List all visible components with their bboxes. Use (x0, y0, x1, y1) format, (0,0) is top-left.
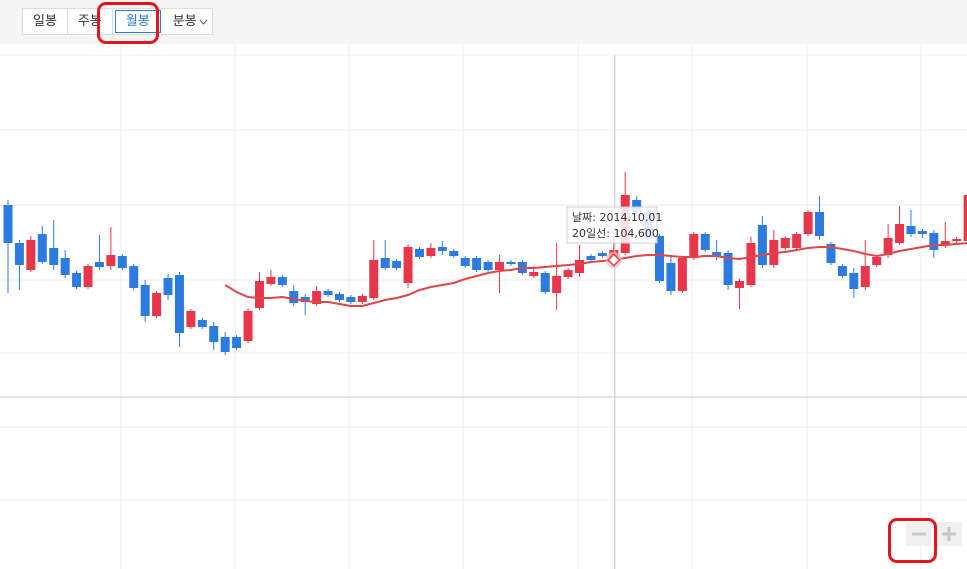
candle-body (632, 200, 642, 212)
candle-body (380, 258, 390, 268)
candle-body (575, 260, 584, 273)
candle-body (815, 212, 825, 236)
candle-body (872, 257, 882, 265)
ma20-line (224, 242, 967, 307)
grid (0, 44, 967, 569)
candle-body (209, 326, 219, 342)
dropdown-arrow (199, 19, 208, 25)
candle-body (266, 277, 276, 284)
candle-body (403, 247, 413, 283)
candle-body (26, 240, 36, 270)
candle-body (414, 249, 424, 257)
candle-body (677, 258, 687, 291)
candle-body (60, 258, 70, 275)
candle-body (906, 226, 916, 234)
candle-body (586, 256, 596, 260)
candle-body (552, 276, 562, 293)
candle-body (220, 337, 230, 352)
candle-body (3, 205, 13, 243)
tab-dropdown[interactable]: 분봉 (163, 9, 212, 34)
candle-body (735, 281, 745, 288)
tab[interactable]: 주봉 (68, 9, 113, 34)
candle-body (94, 262, 104, 267)
candle-body (929, 233, 939, 250)
candle-body (323, 291, 333, 295)
hover-point (607, 253, 621, 267)
candle-body (106, 255, 116, 266)
chart: 날짜: 2014.10.01 20일선: 104,600 (0, 44, 967, 569)
highlight-box (97, 2, 159, 44)
candle-body (300, 297, 310, 302)
candle-body (140, 285, 150, 316)
tab-selected[interactable]: 월봉 (114, 10, 161, 33)
candle-body (460, 258, 470, 266)
candle-body (334, 294, 344, 300)
tab[interactable]: 일봉 (23, 9, 68, 34)
candle-body (849, 273, 859, 289)
candle-body (197, 320, 207, 327)
zoom-controls (906, 522, 962, 546)
candle-body (243, 311, 253, 341)
candle-body (37, 234, 47, 262)
candle-body (837, 266, 847, 276)
period-tabs: 일봉 주봉 월봉 분봉 (22, 8, 213, 35)
candle-body (49, 248, 59, 265)
candle-body (254, 281, 264, 308)
candle-body (494, 262, 504, 270)
candle-body (277, 277, 287, 285)
candle-body (83, 266, 93, 287)
candle-body (700, 234, 710, 250)
candle-body (655, 236, 665, 281)
candle-body (792, 234, 802, 248)
candle-body (449, 251, 459, 256)
candle-body (14, 243, 24, 265)
candle-body (392, 261, 402, 268)
candle-body (689, 234, 699, 258)
candle-body (186, 311, 196, 327)
candle-body (666, 263, 676, 291)
candle-body (426, 248, 436, 256)
tooltip-ma20: 20일선: 104,600 (572, 226, 659, 240)
candle-body (917, 231, 927, 234)
candle-body (540, 273, 550, 292)
candle-body (826, 244, 836, 263)
candle-body (803, 212, 813, 234)
candle-body (472, 258, 482, 270)
candle-body (483, 262, 493, 270)
candle-body (232, 337, 242, 348)
candle-body (597, 253, 607, 256)
candle-body (117, 256, 127, 268)
candle-body (163, 278, 173, 295)
candle-body (437, 247, 447, 251)
candle-body (895, 224, 905, 243)
candle-body (312, 291, 322, 304)
candle-body (346, 297, 356, 302)
candle-body (940, 241, 950, 244)
candle-body (506, 262, 516, 264)
candle-body (369, 260, 379, 298)
candle-body (712, 252, 722, 257)
candle-body (952, 239, 962, 241)
candle-body (129, 266, 139, 288)
candle-body (529, 272, 539, 276)
candle-body (757, 225, 767, 265)
candle-body (289, 291, 299, 303)
candle-body (860, 266, 870, 287)
candle-body (780, 238, 790, 248)
candle-body (746, 243, 756, 285)
candle-body (963, 195, 967, 241)
candle-body (723, 253, 733, 285)
highlight-box (888, 518, 937, 563)
candle-body (357, 296, 367, 302)
candle-body (72, 273, 82, 287)
candle-body (174, 275, 184, 333)
candle-body (563, 270, 573, 277)
tab-label: 분봉 (172, 14, 197, 29)
tooltip-date: 날짜: 2014.10.01 (572, 211, 662, 224)
candle-body (152, 293, 162, 316)
tooltip-box (566, 206, 658, 244)
candle-body (883, 238, 893, 255)
